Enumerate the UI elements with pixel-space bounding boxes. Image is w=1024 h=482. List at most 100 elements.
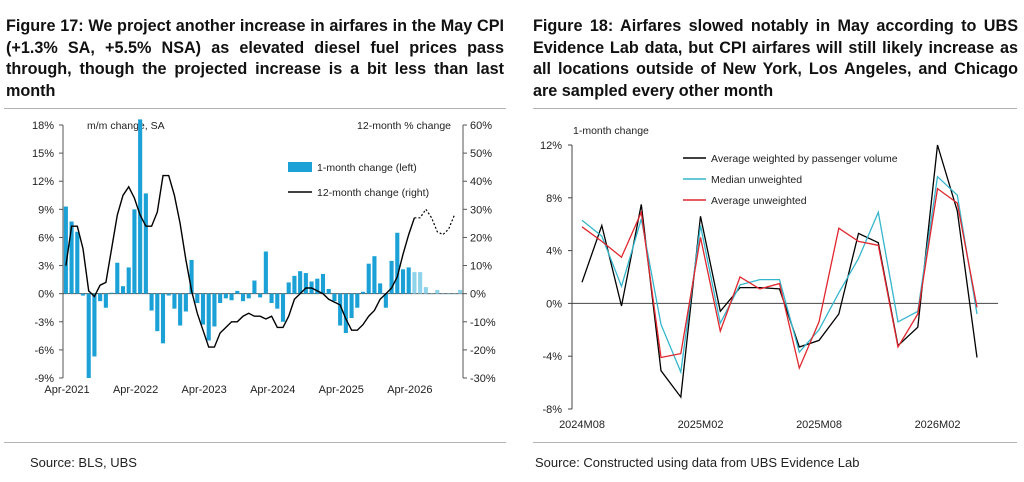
figure-17-svg: 18% 15% 12% 9% 6% 3% 0% -3% -6% -9% 60% 50% 40% 30% 20… xyxy=(32,119,496,396)
bar-1-month xyxy=(406,267,411,294)
series-line-3 xyxy=(581,187,978,371)
legend-label-bars: 1-month change (left) xyxy=(317,162,417,174)
left-y-tick-label: 3% xyxy=(38,261,54,273)
figure-18-svg: 12% 8% 4% 0% -4% -8% 1-month change 2024M08 2025… xyxy=(540,125,998,431)
legend-label-line: 12-month change (right) xyxy=(317,187,429,199)
bar-1-month xyxy=(389,260,394,294)
bar-1-month xyxy=(326,288,331,294)
right-y-tick-label: 40% xyxy=(470,176,492,188)
bottom-rule xyxy=(533,442,1017,443)
right-y-tick-label: 60% xyxy=(470,120,492,132)
bar-1-month xyxy=(98,293,103,302)
bar-1-month xyxy=(286,282,291,294)
x-tick-label: Apr-2025 xyxy=(319,384,364,396)
bar-1-month xyxy=(235,290,240,294)
y-tick-label: 0% xyxy=(546,298,562,310)
right-y-tick-label: 30% xyxy=(470,204,492,216)
left-y-tick-label: 18% xyxy=(32,120,54,132)
bar-projected xyxy=(429,293,434,295)
top-rule xyxy=(533,108,1017,109)
left-y-tick-label: 9% xyxy=(38,204,54,216)
right-y-tick-label: 0% xyxy=(470,289,486,301)
bar-1-month xyxy=(75,231,80,294)
bar-1-month xyxy=(343,293,348,334)
right-y-tick-label: -30% xyxy=(470,373,496,385)
right-y-tick-label: -10% xyxy=(470,317,496,329)
figure-17-chart: 18% 15% 12% 9% 6% 3% 0% -3% -6% -9% 60% 50% 40% 30% 20… xyxy=(0,110,512,411)
x-tick-label: Apr-2024 xyxy=(250,384,295,396)
bar-1-month xyxy=(240,293,246,302)
left-y-tick-label: 0% xyxy=(38,289,54,301)
series-line-2 xyxy=(581,175,978,375)
right-y-tick-label: 10% xyxy=(470,261,492,273)
right-axis-label: 12-month % change xyxy=(357,120,451,132)
y-axis-label: 1-month change xyxy=(573,125,649,137)
line-12-month xyxy=(65,174,416,348)
left-y-tick-label: -6% xyxy=(34,345,54,357)
bar-1-month xyxy=(349,293,354,319)
bar-1-month xyxy=(372,256,377,294)
figure-18-title: Figure 18: Airfares slowed notably in Ma… xyxy=(533,17,1018,100)
left-y-tick-label: -3% xyxy=(34,317,54,329)
legend-swatch-bars xyxy=(288,162,312,172)
bar-1-month xyxy=(149,293,154,311)
bar-1-month xyxy=(263,251,268,294)
left-y-tick-label: 15% xyxy=(32,148,54,160)
bar-1-month xyxy=(378,283,383,294)
left-y-tick-label: 6% xyxy=(38,232,54,244)
bar-1-month xyxy=(183,293,188,312)
top-rule xyxy=(4,108,506,109)
right-y-tick-label: 50% xyxy=(470,148,492,160)
bar-1-month xyxy=(258,293,263,298)
bar-1-month xyxy=(360,291,366,294)
x-tick-label: Apr-2026 xyxy=(387,384,432,396)
bar-1-month xyxy=(303,273,308,294)
x-tick-label: 2025M08 xyxy=(796,419,842,431)
line-12-month-projected xyxy=(414,208,455,236)
bar-1-month xyxy=(86,293,91,378)
legend-label-2: Median unweighted xyxy=(711,174,802,186)
bar-1-month xyxy=(172,293,177,309)
figure-18-source: Source: Constructed using data from UBS … xyxy=(535,455,860,470)
bar-1-month xyxy=(143,193,148,294)
bar-1-month xyxy=(69,221,74,294)
bar-projected xyxy=(412,272,417,294)
bar-projected xyxy=(418,272,423,294)
bar-1-month xyxy=(120,286,126,294)
bar-1-month xyxy=(383,293,388,308)
bar-projected xyxy=(440,293,446,295)
bar-1-month xyxy=(292,275,297,294)
figure-17-title: Figure 17: We project another increase i… xyxy=(6,17,504,100)
bar-1-month xyxy=(80,293,86,296)
bar-1-month xyxy=(269,293,274,304)
bar-1-month xyxy=(395,232,400,294)
x-tick-label: Apr-2021 xyxy=(44,384,89,396)
bar-projected xyxy=(423,287,428,294)
bar-1-month xyxy=(218,293,223,304)
bar-1-month xyxy=(166,293,171,296)
legend-label-1: Average weighted by passenger volume xyxy=(711,153,898,165)
bar-1-month xyxy=(103,293,108,308)
bar-1-month xyxy=(115,262,120,294)
x-tick-label: Apr-2022 xyxy=(113,384,158,396)
bar-1-month xyxy=(126,267,131,294)
right-y-tick-label: 20% xyxy=(470,232,492,244)
figure-18-panel: Figure 18: Airfares slowed notably in Ma… xyxy=(523,0,1024,482)
bar-projected xyxy=(446,293,451,295)
bar-1-month xyxy=(252,280,257,294)
bar-1-month xyxy=(160,293,166,344)
bar-1-month xyxy=(298,271,303,294)
bar-1-month xyxy=(195,293,200,304)
bar-1-month xyxy=(92,293,97,357)
bar-1-month xyxy=(280,293,286,322)
x-tick-label: 2024M08 xyxy=(559,419,605,431)
bar-1-month xyxy=(223,293,228,299)
figure-17-panel: Figure 17: We project another increase i… xyxy=(0,17,512,470)
left-axis-label: m/m change, SA xyxy=(87,120,165,132)
bottom-rule xyxy=(4,442,506,443)
bar-1-month xyxy=(63,206,68,294)
right-y-tick-label: -20% xyxy=(470,345,496,357)
bar-1-month xyxy=(155,293,160,332)
x-tick-label: 2026M02 xyxy=(915,419,961,431)
bar-1-month xyxy=(229,293,234,301)
